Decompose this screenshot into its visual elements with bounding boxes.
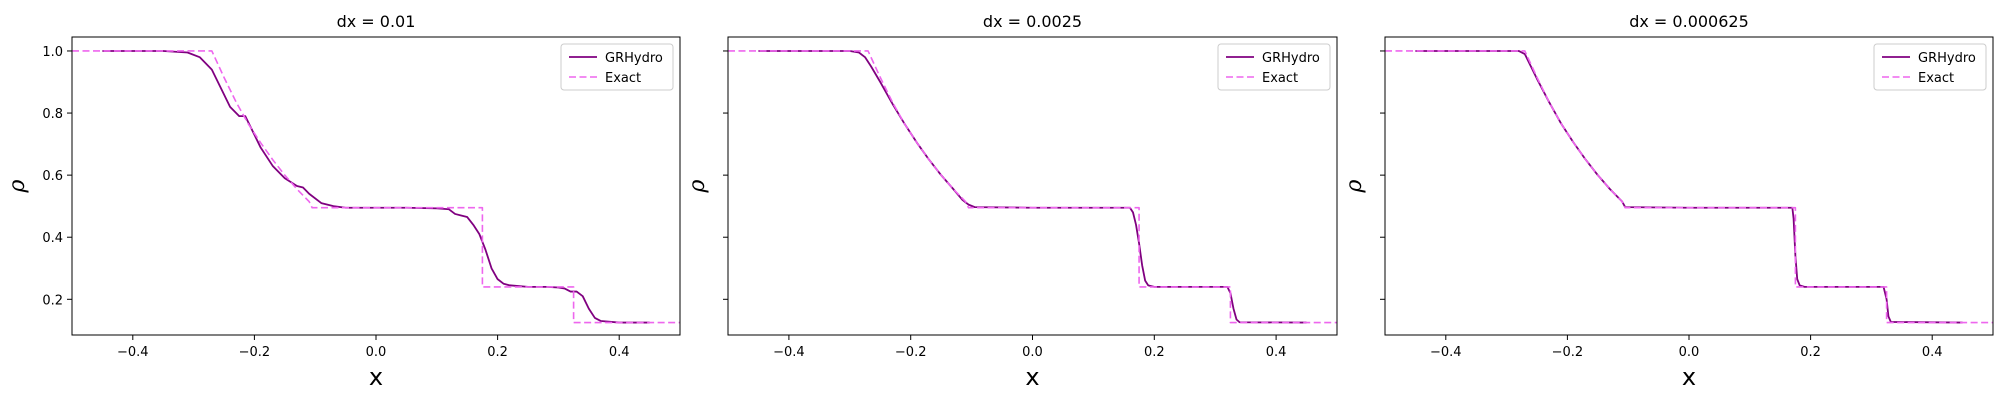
- legend-label-grhydro: GRHydro: [1262, 51, 1320, 66]
- x-tick-label: 0.4: [1922, 345, 1943, 360]
- legend: GRHydro Exact: [1873, 43, 1987, 91]
- chart-title: dx = 0.01: [337, 12, 416, 31]
- x-tick-label: 0.0: [1679, 345, 1700, 360]
- x-tick-label: 0.0: [366, 345, 387, 360]
- y-axis-label: ρ: [5, 179, 30, 193]
- series-line-exact: [728, 50, 1337, 324]
- x-tick-label: 0.2: [1800, 345, 1821, 360]
- legend-box: [1217, 43, 1331, 91]
- y-tick-label: 0.2: [42, 293, 63, 308]
- x-tick-label: 0.4: [609, 345, 630, 360]
- legend-label-grhydro: GRHydro: [1918, 51, 1976, 66]
- legend: GRHydro Exact: [560, 43, 674, 91]
- chart-panel-2: dx = 0.0025 −0.4 −0.2 0.0 0.2 0.4 x ρ GRHydro Exa…: [685, 12, 1338, 391]
- x-tick-label: −0.4: [773, 345, 805, 360]
- series-line-grhydro: [1415, 50, 1963, 324]
- x-tick-label: −0.4: [117, 345, 149, 360]
- legend-label-exact: Exact: [1918, 71, 1954, 86]
- legend-label-grhydro: GRHydro: [605, 51, 663, 66]
- chart-title: dx = 0.0025: [983, 12, 1082, 31]
- y-tick-label: 1.0: [42, 45, 63, 60]
- x-axis-label: x: [1025, 363, 1039, 391]
- legend-label-exact: Exact: [1262, 71, 1298, 86]
- x-axis-label: x: [1682, 363, 1696, 391]
- x-tick-label: 0.2: [487, 345, 508, 360]
- legend-label-exact: Exact: [605, 71, 641, 86]
- x-tick-label: −0.2: [1552, 345, 1584, 360]
- series-line-grhydro: [102, 50, 650, 324]
- x-tick-label: 0.0: [1022, 345, 1043, 360]
- y-axis-label: ρ: [685, 179, 710, 193]
- x-axis-label: x: [369, 363, 383, 391]
- legend: GRHydro Exact: [1217, 43, 1331, 91]
- y-tick-label: 0.4: [42, 231, 63, 246]
- series-line-grhydro: [758, 50, 1307, 324]
- series-line-exact: [72, 50, 680, 324]
- chart-panel-3: dx = 0.000625 −0.4 −0.2 0.0 0.2 0.4 x ρ GRHydro E…: [1342, 12, 1994, 391]
- y-axis-label: ρ: [1342, 179, 1367, 193]
- chart-title: dx = 0.000625: [1629, 12, 1749, 31]
- chart-panel-1: dx = 0.01 −0.4 −0.2 0.0 0.2 0.4 0.2 0.4 0.6 0.8 1.…: [5, 12, 681, 391]
- y-tick-label: 0.8: [42, 107, 63, 122]
- series-line-exact: [1385, 50, 1993, 324]
- x-tick-label: −0.4: [1430, 345, 1462, 360]
- legend-box: [1873, 43, 1987, 91]
- x-tick-label: −0.2: [895, 345, 927, 360]
- y-tick-label: 0.6: [42, 169, 63, 184]
- legend-box: [560, 43, 674, 91]
- x-tick-label: −0.2: [239, 345, 271, 360]
- x-tick-label: 0.4: [1266, 345, 1287, 360]
- x-tick-label: 0.2: [1144, 345, 1165, 360]
